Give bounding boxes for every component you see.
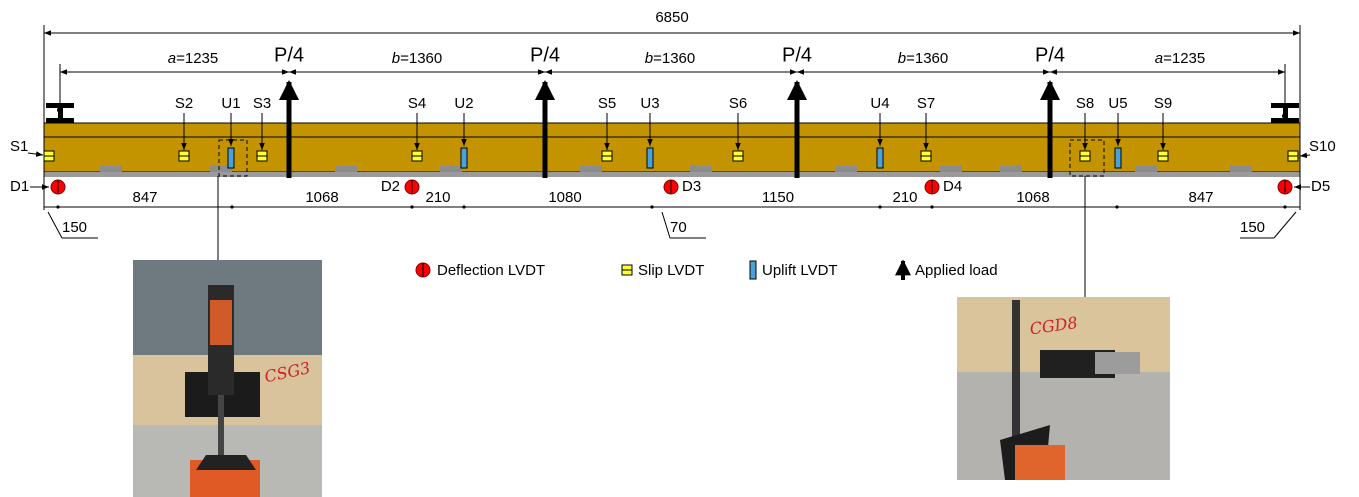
deflection-label: D3	[682, 178, 701, 195]
load-label: P/4	[782, 44, 812, 66]
legend-label: Slip LVDT	[638, 262, 704, 279]
ribs	[100, 166, 1252, 172]
dimension: 1080	[548, 189, 581, 206]
span-value: =1360	[400, 50, 442, 67]
detail-box	[1069, 139, 1105, 177]
dimension: 1068	[305, 189, 338, 206]
legend-icon	[749, 260, 757, 280]
beam-bottom	[44, 172, 1300, 177]
dim-tick	[650, 205, 654, 209]
overall-span: 6850	[655, 9, 688, 26]
shear-span: b=1360	[392, 50, 442, 67]
legend-label: Uplift LVDT	[762, 262, 838, 279]
line	[27, 151, 44, 157]
deflection-label: D2	[381, 178, 400, 195]
dim-tick	[930, 205, 934, 209]
slip-label: S4	[408, 95, 426, 112]
uplift-label: U1	[221, 95, 240, 112]
photo-slip-lvdt	[957, 297, 1170, 480]
slip-label: S8	[1076, 95, 1094, 112]
uplift-label: U2	[454, 95, 473, 112]
load-label: P/4	[274, 44, 304, 66]
slip-label: S5	[598, 95, 616, 112]
edge-dimension: 150	[62, 219, 87, 236]
uplift-label: U3	[640, 95, 659, 112]
dimension: 847	[132, 189, 157, 206]
span-symbol: a	[1155, 50, 1163, 67]
line	[661, 211, 671, 239]
span-symbol: b	[645, 50, 653, 67]
shear-span: a=1235	[168, 50, 218, 67]
dim-tick	[56, 205, 60, 209]
edge-dimension: 150	[1240, 219, 1265, 236]
span-symbol: a	[168, 50, 176, 67]
uplift-lvdt	[646, 147, 654, 169]
dim-tick	[462, 205, 466, 209]
load-label: P/4	[530, 44, 560, 66]
uplift-lvdt	[876, 147, 884, 169]
beam	[43, 122, 1301, 173]
slip-label: S9	[1154, 95, 1172, 112]
dim-tick	[878, 205, 882, 209]
dimension: 210	[892, 189, 917, 206]
dim-tick	[1115, 205, 1119, 209]
span-value: =1235	[176, 50, 218, 67]
legend-label: Applied load	[915, 262, 998, 279]
legend-label: Deflection LVDT	[437, 262, 545, 279]
shear-span: b=1360	[645, 50, 695, 67]
line	[1273, 211, 1297, 239]
slip-label: S7	[917, 95, 935, 112]
legend: Deflection LVDT Slip LVDT Uplift LVDT Appli…	[415, 259, 998, 280]
shear-span: a=1235	[1155, 50, 1205, 67]
load-label: P/4	[1035, 44, 1065, 66]
span-value: =1235	[1163, 50, 1205, 67]
uplift-label: U4	[870, 95, 889, 112]
slip-label: S6	[729, 95, 747, 112]
dimension: 210	[425, 189, 450, 206]
uplift-lvdt	[460, 147, 468, 169]
deflection-label: D1	[10, 178, 29, 195]
slip-label: S2	[175, 95, 193, 112]
photo-uplift-lvdt	[133, 260, 322, 497]
dim-tick	[1283, 205, 1287, 209]
support	[1271, 103, 1299, 123]
dimension: 847	[1188, 189, 1213, 206]
dimension: 1150	[762, 189, 794, 206]
dim-tick	[230, 205, 234, 209]
deflection-label: D5	[1311, 178, 1330, 195]
slip-label: S10	[1309, 138, 1336, 155]
dim-tick	[410, 205, 414, 209]
edge-dimension: 70	[670, 219, 687, 236]
span-value: =1360	[906, 50, 948, 67]
span-symbol: b	[392, 50, 400, 67]
slip-label: S1	[10, 138, 28, 155]
uplift-lvdt	[227, 147, 235, 169]
uplift-lvdt	[1114, 147, 1122, 169]
span-symbol: b	[898, 50, 906, 67]
span-value: =1360	[653, 50, 695, 67]
deflection-label: D4	[943, 178, 962, 195]
line	[47, 211, 63, 239]
dimension: 1068	[1016, 189, 1049, 206]
support	[46, 103, 74, 123]
shear-span: b=1360	[898, 50, 948, 67]
slip-label: S3	[253, 95, 271, 112]
line	[1299, 152, 1311, 159]
uplift-label: U5	[1108, 95, 1127, 112]
